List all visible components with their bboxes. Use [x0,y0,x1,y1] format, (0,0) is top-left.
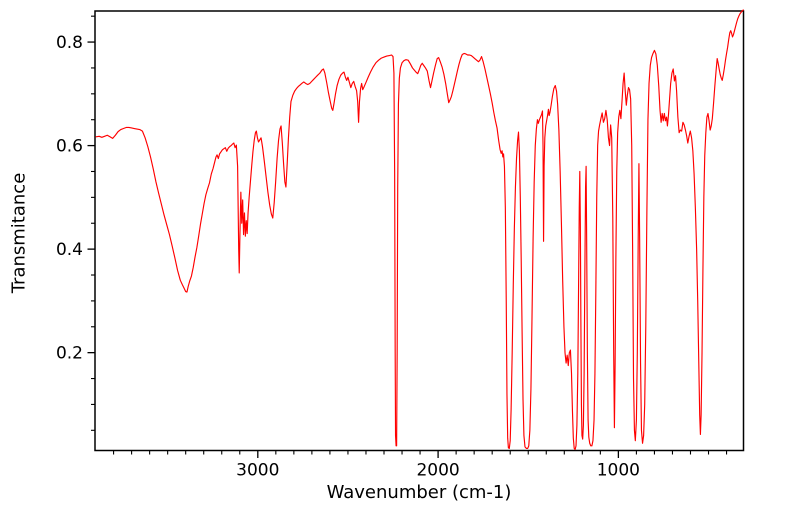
y-tick-label: 0.8 [56,33,83,53]
y-tick-label: 0.4 [56,240,83,260]
x-tick-label: 2000 [416,461,459,481]
y-tick-label: 0.6 [56,137,83,157]
spectrum-line [95,9,744,451]
x-axis-label: Wavenumber (cm-1) [326,482,512,503]
plot-border [94,10,745,452]
y-tick-label: 0.2 [56,344,83,364]
x-tick-label: 1000 [597,461,640,481]
y-axis-label: Transmitance [8,172,30,294]
x-tick-label: 3000 [236,461,279,481]
